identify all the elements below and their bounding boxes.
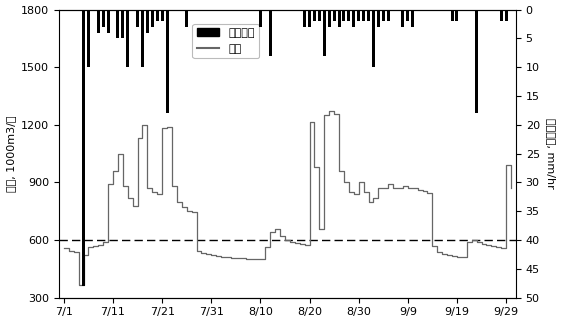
Bar: [451, 10, 454, 21]
Bar: [87, 10, 90, 67]
Bar: [97, 10, 99, 33]
Y-axis label: 유량, 1000m3/일: 유량, 1000m3/일: [6, 115, 16, 192]
Bar: [362, 10, 365, 21]
Bar: [323, 10, 326, 56]
Bar: [185, 10, 188, 27]
Bar: [259, 10, 262, 27]
Bar: [347, 10, 350, 21]
Bar: [308, 10, 311, 27]
Bar: [126, 10, 129, 67]
Bar: [151, 10, 154, 27]
Bar: [318, 10, 321, 21]
Bar: [269, 10, 271, 56]
Bar: [328, 10, 330, 27]
Bar: [116, 10, 119, 38]
Bar: [401, 10, 405, 27]
Bar: [352, 10, 355, 27]
Bar: [455, 10, 459, 21]
Bar: [500, 10, 502, 21]
Bar: [303, 10, 306, 27]
Bar: [161, 10, 164, 21]
Bar: [411, 10, 414, 27]
Bar: [367, 10, 370, 21]
Bar: [505, 10, 507, 21]
Y-axis label: 강우강도, mm/hr: 강우강도, mm/hr: [546, 118, 556, 189]
Bar: [166, 10, 169, 113]
Bar: [372, 10, 375, 67]
Legend: 강우강도, 유량: 강우강도, 유량: [192, 24, 259, 58]
Bar: [338, 10, 341, 27]
Bar: [475, 10, 478, 113]
Bar: [136, 10, 139, 27]
Bar: [524, 10, 527, 27]
Bar: [102, 10, 105, 27]
Bar: [357, 10, 360, 21]
Bar: [406, 10, 409, 21]
Bar: [141, 10, 144, 67]
Bar: [156, 10, 158, 21]
Bar: [387, 10, 389, 21]
Bar: [313, 10, 316, 21]
Bar: [342, 10, 346, 21]
Bar: [529, 10, 532, 27]
Bar: [82, 10, 85, 286]
Bar: [107, 10, 110, 33]
Bar: [382, 10, 385, 21]
Bar: [333, 10, 336, 21]
Bar: [377, 10, 380, 27]
Bar: [121, 10, 124, 38]
Bar: [146, 10, 149, 33]
